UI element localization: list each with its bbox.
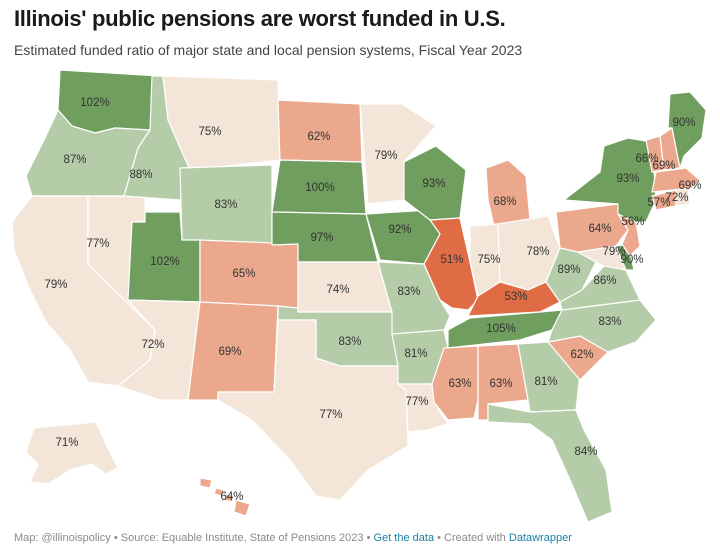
state-label-ND: 62% [307, 131, 330, 143]
map-title: Illinois' public pensions are worst fund… [14, 6, 506, 31]
state-MI[interactable] [485, 159, 531, 227]
state-label-IN: 75% [477, 254, 500, 266]
state-label-WI: 93% [422, 178, 445, 190]
datawrapper-link[interactable]: Datawrapper [508, 532, 572, 544]
state-label-KY: 53% [504, 291, 527, 303]
state-shapes [11, 69, 707, 523]
state-label-AK: 71% [55, 437, 78, 449]
state-label-GA: 81% [534, 376, 557, 388]
state-labels: 102% 87% 79% 77% 88% 75% 83% 102% 72% 65% 69% 62% 10… [44, 97, 701, 503]
state-label-DE: 90% [620, 254, 643, 266]
state-label-NJ: 56% [621, 216, 644, 228]
state-label-NY: 93% [616, 173, 639, 185]
state-label-HI: 64% [220, 491, 243, 503]
state-label-NC: 83% [598, 316, 621, 328]
state-label-VA: 86% [593, 275, 616, 287]
state-label-ME: 90% [672, 117, 695, 129]
state-label-MO: 83% [397, 286, 420, 298]
state-label-IL: 51% [440, 254, 463, 266]
state-label-AZ: 72% [141, 339, 164, 351]
state-ME[interactable] [667, 91, 707, 169]
state-label-RI: 72% [665, 192, 688, 204]
state-label-LA: 77% [405, 396, 428, 408]
state-AK[interactable] [25, 421, 119, 485]
footer-separator: • [113, 532, 118, 544]
state-label-VT: 66% [635, 153, 658, 165]
state-label-ID: 88% [129, 169, 152, 181]
state-label-MD: 79% [602, 246, 625, 258]
state-label-MI: 68% [493, 196, 516, 208]
get-data-link[interactable]: Get the data [373, 532, 435, 544]
state-label-SC: 62% [570, 349, 593, 361]
state-label-CT: 57% [647, 197, 670, 209]
footer-separator: • [437, 532, 441, 544]
state-HI[interactable] [199, 477, 251, 517]
state-label-PA: 64% [588, 223, 611, 235]
source-credit: Source: Equable Institute, State of Pens… [120, 532, 364, 544]
state-label-CA: 79% [44, 279, 67, 291]
footer: Map: @illinoispolicy • Source: Equable I… [14, 532, 572, 544]
state-label-IA: 92% [388, 224, 411, 236]
state-label-NM: 69% [218, 346, 241, 358]
state-label-NH: 69% [652, 160, 675, 172]
state-MA[interactable] [651, 167, 701, 193]
state-label-NV: 77% [86, 238, 109, 250]
state-label-OR: 87% [63, 154, 86, 166]
state-label-WV: 89% [557, 264, 580, 276]
state-label-MT: 75% [198, 126, 221, 138]
footer-separator: • [366, 532, 371, 544]
state-TX[interactable] [217, 319, 409, 501]
state-FL[interactable] [487, 403, 613, 523]
state-label-KS: 74% [326, 284, 349, 296]
state-label-OK: 83% [338, 336, 361, 348]
created-with-text: Created with [444, 532, 506, 544]
state-label-AR: 81% [404, 348, 427, 360]
state-label-UT: 102% [150, 256, 179, 268]
state-label-WA: 102% [80, 97, 109, 109]
map-credit: Map: @illinoispolicy [14, 532, 111, 544]
state-IL[interactable] [423, 217, 479, 311]
state-label-NE: 97% [310, 232, 333, 244]
state-label-WY: 83% [214, 199, 237, 211]
state-MT[interactable] [162, 75, 281, 171]
state-label-MA: 69% [678, 180, 701, 192]
state-label-OH: 78% [526, 246, 549, 258]
state-label-MS: 63% [448, 378, 471, 390]
map-subtitle: Estimated funded ratio of major state an… [14, 42, 523, 58]
state-label-TX: 77% [319, 409, 342, 421]
state-label-MN: 79% [374, 150, 397, 162]
state-label-FL: 84% [574, 446, 597, 458]
state-label-CO: 65% [232, 268, 255, 280]
state-label-AL: 63% [489, 378, 512, 390]
state-label-SD: 100% [305, 182, 334, 194]
state-label-TN: 105% [486, 323, 515, 335]
